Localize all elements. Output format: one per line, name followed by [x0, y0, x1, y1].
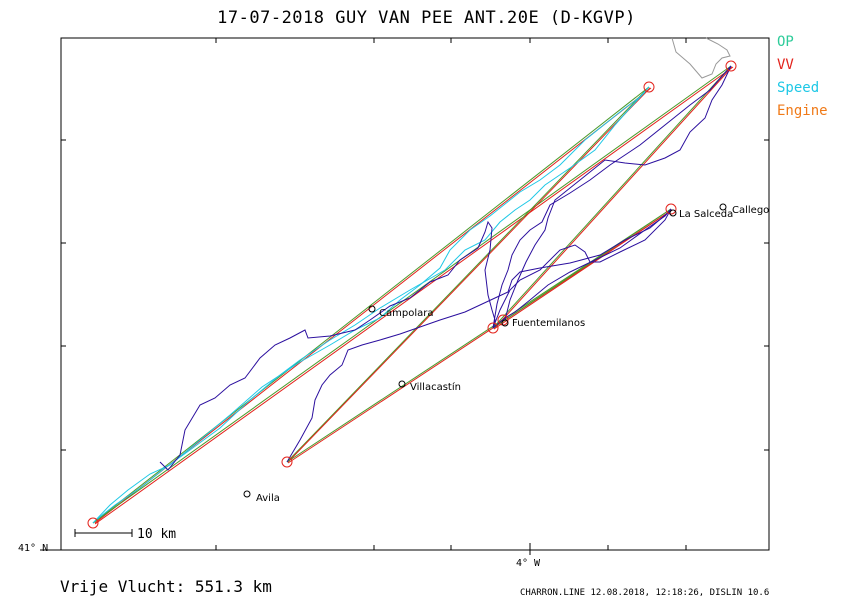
town-label-villacastin: Villacastín [410, 382, 461, 393]
town-label-la-salceda: La Salceda [679, 209, 734, 220]
lat-axis-label: 41° N [18, 543, 49, 554]
left-ticks [61, 139, 769, 451]
footer-info: CHARRON.LINE 12.08.2018, 12:18:26, DISLI… [520, 588, 770, 598]
map-frame [60, 37, 770, 551]
turnpoints [87, 60, 737, 529]
scale-label: 10 km [137, 527, 177, 542]
legend-op: OP [777, 34, 794, 50]
legend-speed: Speed [777, 80, 820, 96]
course-lines [92, 65, 734, 525]
lon-axis-label: 4° W [516, 558, 541, 569]
speed-track [92, 86, 650, 524]
town-label-avila: Avila [256, 493, 280, 504]
legend-engine: Engine [777, 103, 828, 119]
flight-track [159, 65, 732, 471]
region-border [671, 37, 731, 79]
bottom-ticks [40, 38, 687, 555]
page-title: 17-07-2018 GUY VAN PEE ANT.20E (D-KGVP) [217, 8, 636, 28]
town-label-campolara: Campolara [379, 308, 434, 319]
legend-vv: VV [777, 57, 794, 73]
town-markers [243, 203, 727, 498]
free-flight-distance: Vrije Vlucht: 551.3 km [60, 577, 272, 596]
town-label-callego: Callego [732, 205, 769, 216]
town-label-fuentemilanos: Fuentemilanos [512, 318, 586, 329]
scale-bar [74, 529, 133, 537]
